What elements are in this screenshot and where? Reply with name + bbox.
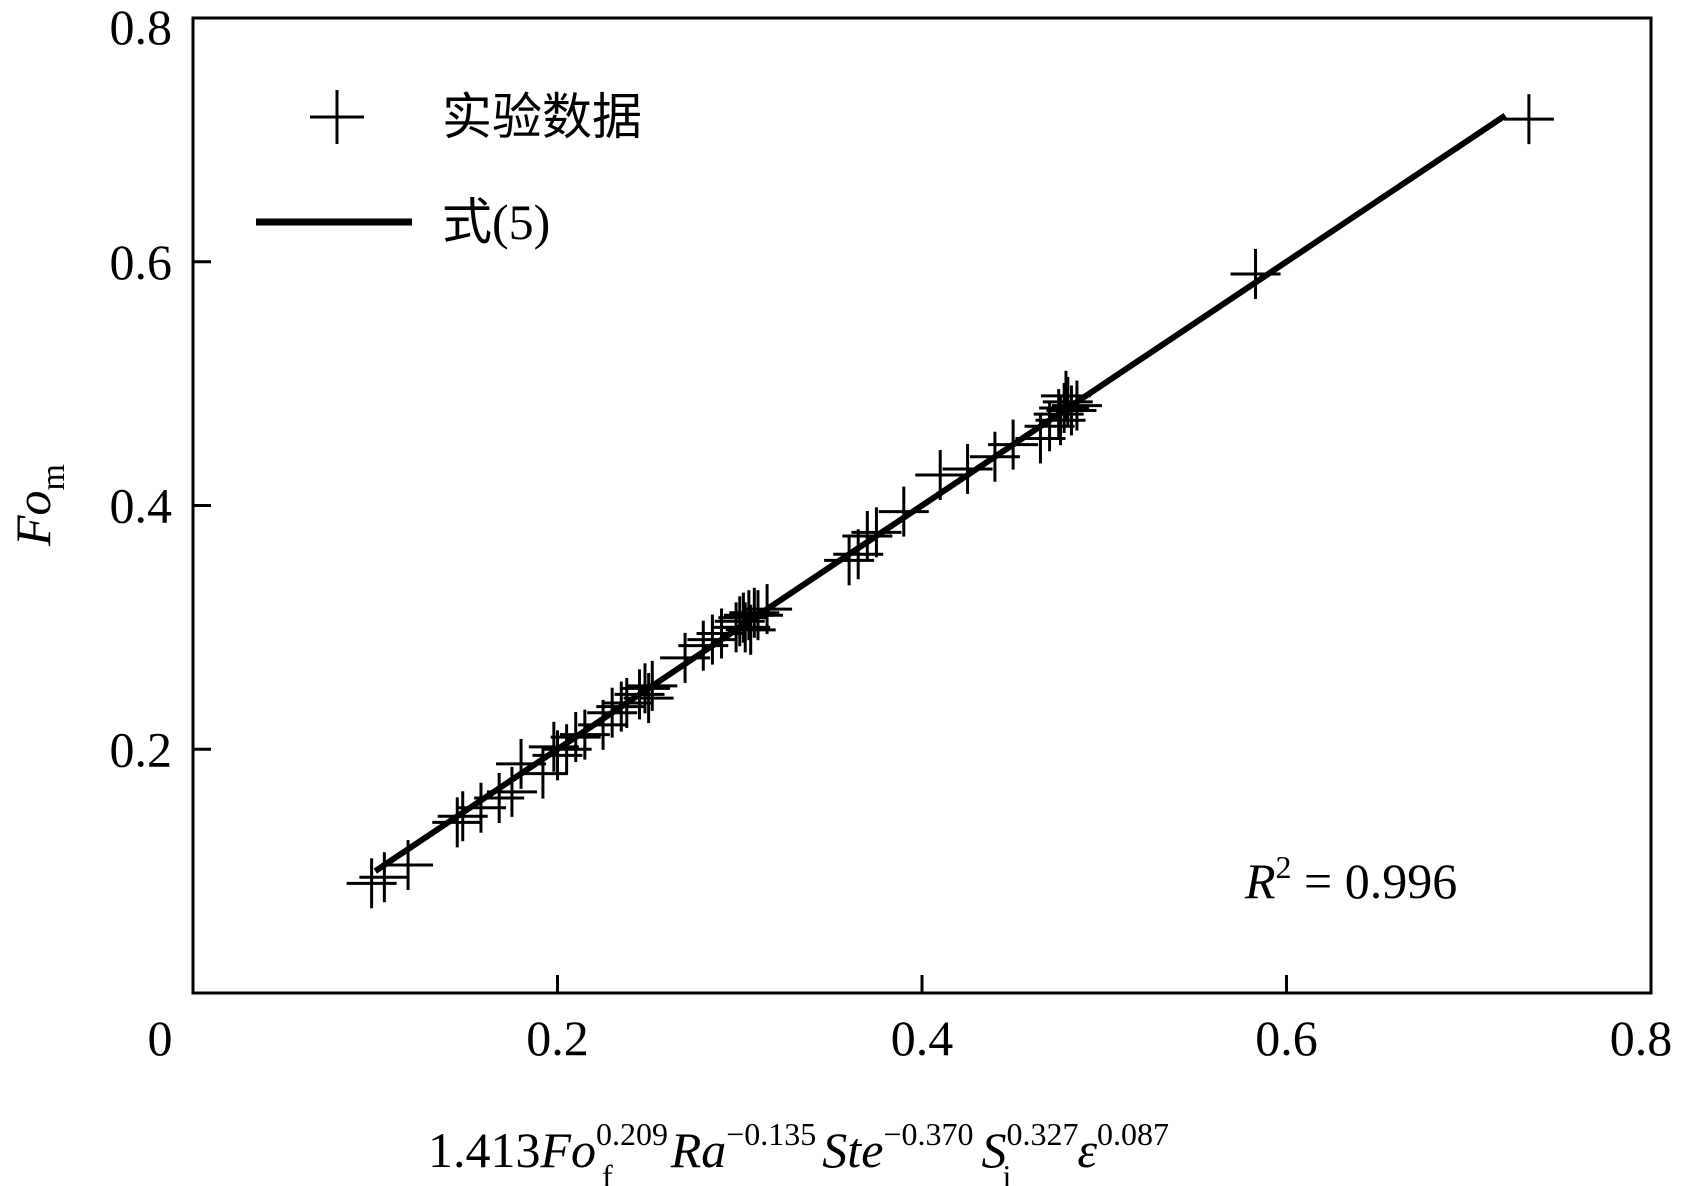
data-point xyxy=(732,590,783,641)
data-point xyxy=(915,450,966,501)
data-point xyxy=(601,677,652,728)
data-point xyxy=(678,620,729,671)
r-squared-annotation: R2 = 0.996 xyxy=(1244,849,1457,909)
x-tick-label: 0.8 xyxy=(1610,1010,1673,1066)
x-axis-label: 1.413Fo0.209 f Ra−0.135 Ste−0.370 S0.327 i ε0.… xyxy=(428,1116,1169,1186)
data-point xyxy=(851,507,902,558)
data-point xyxy=(559,709,610,760)
data-point xyxy=(842,510,893,561)
data-point xyxy=(1051,380,1102,431)
x-tick-label: 0 xyxy=(148,1010,173,1066)
data-point xyxy=(578,699,629,750)
data-point xyxy=(714,596,765,647)
data-point xyxy=(346,858,397,909)
data-point xyxy=(550,712,601,763)
data-point xyxy=(1033,389,1084,440)
data-point xyxy=(1042,376,1093,427)
data-point xyxy=(359,852,410,903)
data-point xyxy=(496,738,547,789)
y-tick-label: 0.8 xyxy=(110,0,173,55)
legend: 实验数据 式(5) xyxy=(256,89,642,250)
legend-marker-plus xyxy=(310,90,364,144)
data-point xyxy=(541,724,592,775)
y-axis-label: Fom xyxy=(5,464,72,547)
y-tick-label: 0.2 xyxy=(110,721,173,777)
data-point xyxy=(660,632,711,683)
data-point xyxy=(1046,385,1097,436)
data-point xyxy=(528,721,579,772)
y-tick-label: 0.4 xyxy=(110,478,173,534)
data-point xyxy=(627,660,678,711)
data-point xyxy=(833,529,884,580)
legend-label-formula: 式(5) xyxy=(442,194,550,250)
data-point xyxy=(455,782,506,833)
data-point xyxy=(532,730,583,781)
data-point xyxy=(486,766,537,817)
data-point xyxy=(718,592,769,643)
data-point xyxy=(437,791,488,842)
x-tick-label: 0.4 xyxy=(891,1010,954,1066)
data-point xyxy=(720,602,771,653)
x-tick-label: 0.6 xyxy=(1255,1010,1318,1066)
data-point xyxy=(432,797,483,848)
data-point xyxy=(969,431,1020,482)
legend-label-experimental: 实验数据 xyxy=(442,89,642,145)
data-point xyxy=(1040,370,1091,421)
data-point xyxy=(614,669,665,720)
data-point xyxy=(1015,413,1066,464)
y-tick-label: 0.6 xyxy=(110,234,173,290)
data-point xyxy=(619,663,670,714)
y-axis: 0.2 0.4 0.6 0.8 xyxy=(110,0,211,777)
data-point xyxy=(623,673,674,724)
data-point xyxy=(474,773,525,823)
data-point xyxy=(1039,383,1090,433)
data-point xyxy=(596,681,647,732)
data-point xyxy=(687,614,738,665)
plot-area xyxy=(346,94,1554,909)
data-point xyxy=(824,535,875,586)
data-point xyxy=(383,840,434,891)
data-point xyxy=(878,486,929,537)
x-tick-label: 0.2 xyxy=(526,1010,589,1066)
data-point xyxy=(942,443,993,494)
data-point xyxy=(1503,94,1554,145)
data-point xyxy=(587,687,638,738)
data-point xyxy=(742,584,793,635)
data-point xyxy=(1230,248,1281,299)
x-axis: 0 0.2 0.4 0.6 0.8 xyxy=(148,975,1673,1066)
data-point xyxy=(517,748,568,799)
data-point xyxy=(988,419,1039,470)
